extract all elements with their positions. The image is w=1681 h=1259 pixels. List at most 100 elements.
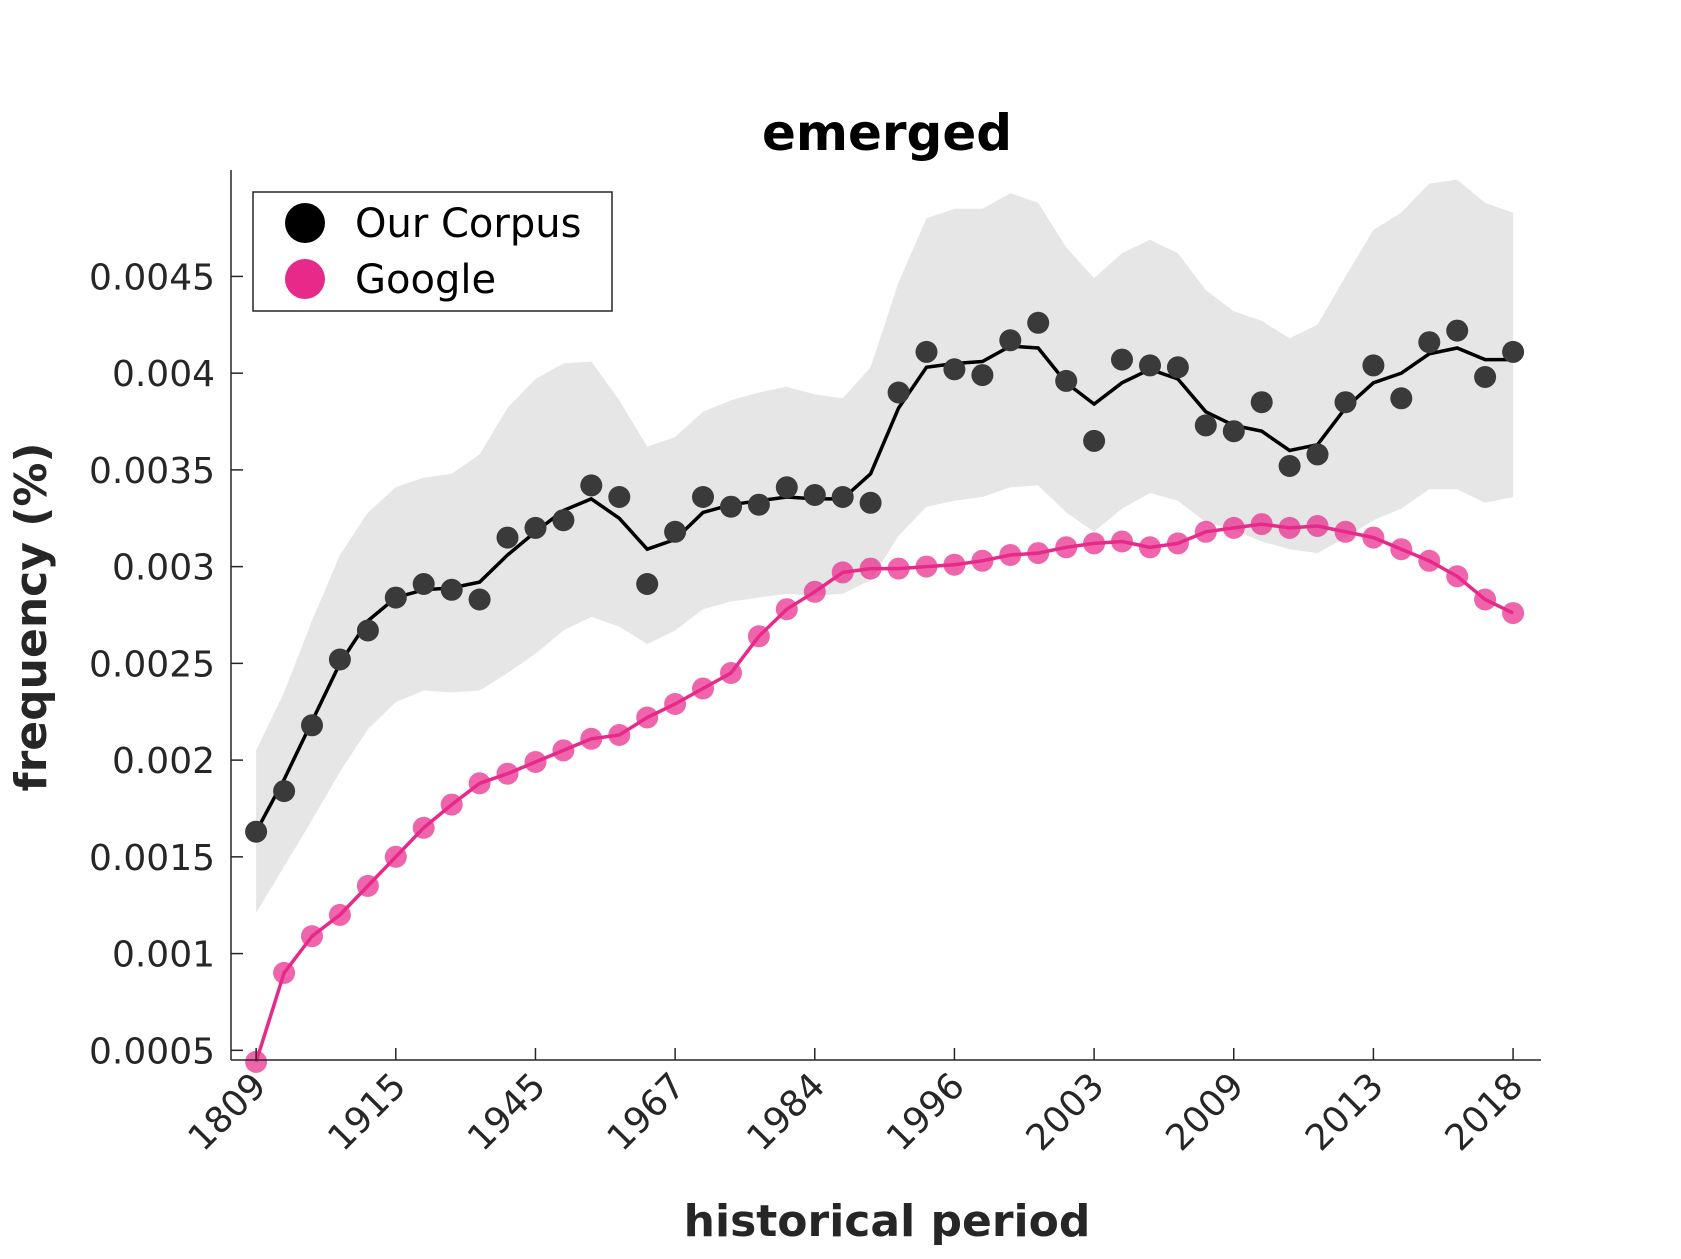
corpus-point: [1306, 443, 1329, 466]
corpus-point: [468, 588, 491, 611]
google-point: [1306, 515, 1329, 537]
x-tick-label: 1945: [460, 1065, 554, 1159]
corpus-point: [1390, 387, 1413, 410]
corpus-point: [440, 578, 463, 601]
google-point: [328, 903, 351, 926]
google-point: [608, 724, 631, 746]
corpus-point: [1194, 414, 1217, 437]
corpus-point: [1111, 348, 1133, 371]
corpus-point: [1083, 429, 1106, 452]
corpus-point: [747, 493, 770, 516]
x-tick-label: 1984: [739, 1065, 833, 1159]
x-tick-label: 2013: [1298, 1065, 1392, 1159]
plot-area: [245, 179, 1525, 1073]
corpus-point: [1250, 391, 1273, 414]
corpus-confidence-band: [256, 179, 1514, 913]
y-tick-label: 0.0035: [89, 451, 215, 492]
google-point: [1278, 516, 1301, 539]
corpus-point: [1278, 455, 1301, 477]
google-point: [273, 961, 296, 984]
corpus-point: [356, 619, 379, 642]
corpus-point: [301, 714, 323, 737]
google-point: [636, 706, 659, 729]
google-point: [245, 1050, 268, 1073]
x-tick-label: 2009: [1158, 1065, 1252, 1159]
google-point: [1446, 565, 1469, 588]
google-point: [1390, 538, 1413, 561]
x-tick-label: 1915: [320, 1065, 414, 1159]
google-point: [384, 845, 407, 868]
google-point: [775, 598, 798, 621]
y-tick-label: 0.002: [112, 741, 215, 782]
google-point: [1222, 516, 1245, 539]
x-tick-label: 1996: [879, 1065, 973, 1159]
google-point: [1027, 542, 1050, 565]
google-point: [1418, 549, 1441, 572]
corpus-point: [1446, 319, 1469, 342]
corpus-point: [273, 780, 296, 803]
google-point: [301, 925, 323, 948]
corpus-point: [1362, 354, 1385, 377]
corpus-point: [775, 476, 798, 499]
corpus-point: [999, 329, 1022, 352]
google-point: [803, 580, 826, 603]
y-tick-label: 0.0005: [89, 1031, 215, 1072]
corpus-point: [524, 516, 547, 539]
corpus-point: [1222, 420, 1245, 443]
google-point: [1139, 536, 1161, 559]
corpus-point: [412, 573, 435, 595]
corpus-point: [1334, 391, 1357, 414]
legend: Our Corpus Google: [252, 191, 613, 312]
google-point: [580, 727, 603, 750]
google-point: [1166, 532, 1189, 555]
x-tick-label: 2003: [1019, 1065, 1113, 1159]
google-point: [720, 662, 742, 684]
google-point: [1111, 530, 1133, 553]
google-point: [664, 693, 687, 715]
corpus-point: [496, 526, 519, 549]
chart-title: emerged: [762, 104, 1012, 162]
x-tick-label: 1967: [600, 1065, 694, 1159]
y-tick-label: 0.004: [112, 354, 215, 395]
x-tick-label: 1809: [181, 1065, 275, 1159]
google-point: [915, 555, 938, 578]
corpus-point: [1027, 311, 1050, 334]
corpus-point: [384, 586, 407, 609]
corpus-point: [1166, 356, 1189, 379]
corpus-point: [636, 573, 659, 595]
corpus-point: [1418, 331, 1441, 354]
google-trend-line: [254, 522, 1514, 1063]
corpus-point: [692, 486, 714, 508]
corpus-point: [664, 520, 687, 543]
google-point: [999, 544, 1022, 566]
corpus-point: [1474, 366, 1497, 388]
google-point: [887, 557, 910, 580]
corpus-point: [245, 820, 268, 843]
corpus-point: [1139, 354, 1161, 377]
corpus-point: [915, 340, 938, 363]
legend-label-google: Google: [355, 257, 496, 303]
x-tick-label: 2018: [1438, 1065, 1532, 1159]
y-tick-label: 0.0025: [89, 644, 215, 685]
google-point: [1502, 602, 1525, 625]
y-tick-label: 0.0015: [89, 838, 215, 879]
corpus-point: [328, 648, 351, 671]
google-point: [692, 677, 714, 700]
corpus-point: [720, 495, 742, 518]
corpus-point: [1055, 369, 1078, 392]
corpus-point: [943, 358, 966, 381]
y-tick-label: 0.003: [112, 548, 215, 589]
y-tick-label: 0.0045: [89, 257, 215, 298]
corpus-point: [608, 486, 631, 508]
corpus-trend-line: [254, 344, 1514, 833]
corpus-point: [971, 364, 994, 387]
corpus-point: [552, 509, 575, 532]
google-point: [412, 816, 435, 839]
corpus-point: [580, 474, 603, 497]
google-point: [468, 772, 491, 795]
corpus-point: [803, 484, 826, 506]
google-point: [356, 874, 379, 897]
google-point: [1055, 536, 1078, 559]
legend-marker-corpus: [285, 203, 325, 243]
